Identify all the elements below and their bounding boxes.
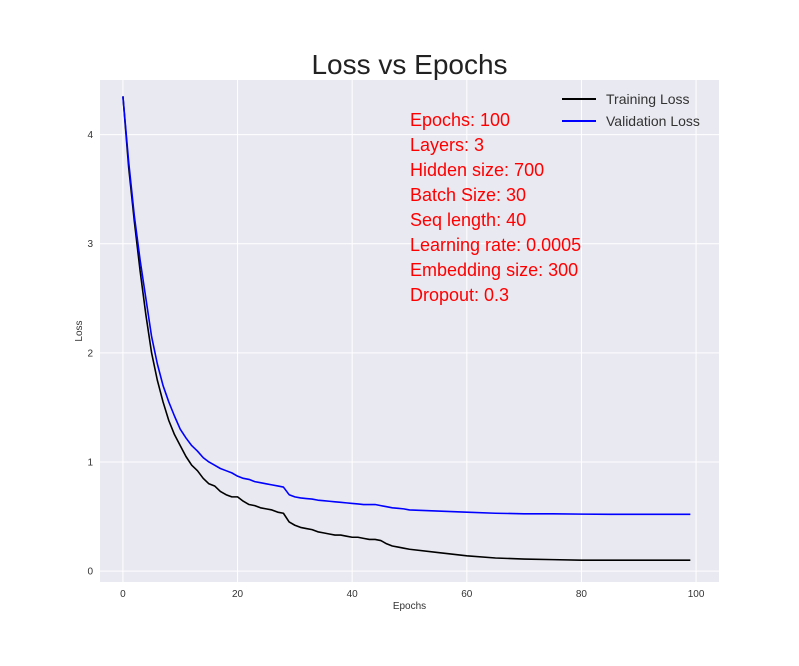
- plot-background: [100, 80, 719, 582]
- x-axis-label: Epochs: [393, 601, 426, 612]
- hyperparameter-annotation: Layers: 3: [410, 135, 484, 155]
- x-tick-label: 60: [461, 589, 473, 600]
- y-tick-label: 4: [87, 130, 93, 141]
- hyperparameter-annotation: Batch Size: 30: [410, 185, 526, 205]
- grid: [100, 80, 719, 582]
- x-tick-label: 0: [120, 589, 126, 600]
- x-tick-label: 20: [232, 589, 244, 600]
- x-tick-label: 80: [576, 589, 588, 600]
- x-tick-label: 100: [688, 589, 705, 600]
- hyperparameter-annotation: Dropout: 0.3: [410, 285, 509, 305]
- training-loss-line: [122, 96, 691, 561]
- tick-labels: 0 20 40 60 80 100 0 1 2 3 4: [87, 130, 704, 600]
- legend: Training Loss Validation Loss: [562, 91, 700, 129]
- hyperparameter-annotation: Hidden size: 700: [410, 160, 544, 180]
- legend-label: Validation Loss: [606, 113, 700, 129]
- validation-loss-line: [122, 96, 691, 516]
- y-tick-label: 3: [87, 239, 93, 250]
- x-tick-label: 40: [347, 589, 359, 600]
- legend-label: Training Loss: [606, 91, 690, 107]
- hyperparameter-annotation: Learning rate: 0.0005: [410, 235, 581, 255]
- y-tick-label: 2: [87, 348, 93, 359]
- chart-title: Loss vs Epochs: [311, 49, 507, 80]
- hyperparameter-annotation: Embedding size: 300: [410, 260, 578, 280]
- y-tick-label: 1: [87, 457, 93, 468]
- y-tick-label: 0: [87, 567, 93, 578]
- series-lines: [122, 96, 691, 561]
- hyperparameter-annotations: Epochs: 100 Layers: 3 Hidden size: 700 Batc…: [410, 110, 581, 305]
- y-axis-label: Loss: [74, 320, 85, 341]
- hyperparameter-annotation: Epochs: 100: [410, 110, 510, 130]
- hyperparameter-annotation: Seq length: 40: [410, 210, 526, 230]
